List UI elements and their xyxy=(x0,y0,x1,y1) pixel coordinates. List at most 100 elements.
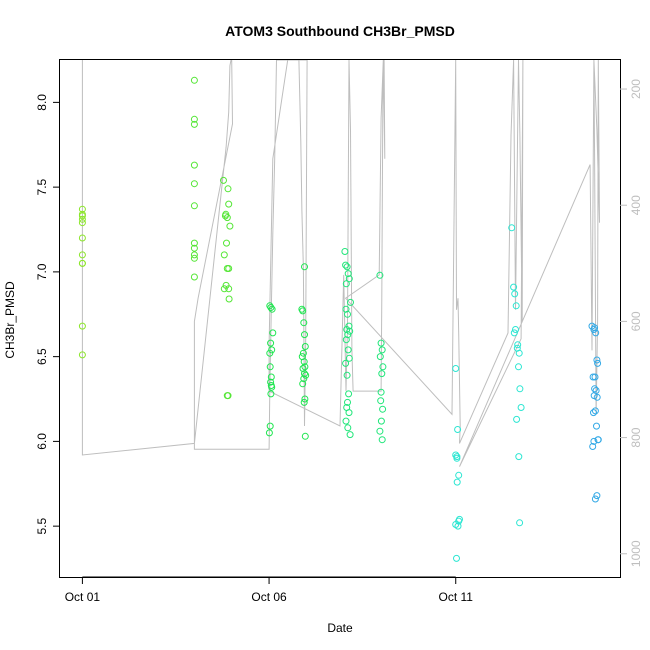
right-tick-label: 800 xyxy=(629,427,643,447)
data-point xyxy=(267,339,275,347)
data-point xyxy=(78,219,86,227)
data-point xyxy=(267,373,275,381)
data-point xyxy=(299,349,307,357)
data-point xyxy=(591,385,599,393)
x-tick-label: Oct 01 xyxy=(65,590,101,604)
data-point xyxy=(267,378,275,386)
data-point xyxy=(343,371,351,379)
series-1 xyxy=(78,205,86,359)
data-point xyxy=(345,275,353,283)
data-point xyxy=(342,305,350,313)
data-point xyxy=(300,375,308,383)
data-point xyxy=(591,373,599,381)
x-axis: Oct 01 Oct 06 Oct 11 xyxy=(65,576,473,604)
scatter-points-layer xyxy=(78,76,602,562)
data-point xyxy=(453,478,461,486)
data-point xyxy=(512,326,519,333)
data-point xyxy=(223,392,231,400)
data-point xyxy=(377,417,385,425)
series-4 xyxy=(341,248,387,444)
x-axis-label: Date xyxy=(327,621,353,635)
data-point xyxy=(190,115,198,123)
data-point xyxy=(516,519,524,527)
data-point xyxy=(342,336,350,344)
y-tick-label: 7.5 xyxy=(35,178,49,195)
y-tick-label: 8.0 xyxy=(35,94,49,111)
data-point xyxy=(510,283,518,291)
data-point xyxy=(302,371,310,379)
data-point xyxy=(593,393,601,401)
data-point xyxy=(190,251,198,259)
altitude-trace-layer xyxy=(81,59,600,467)
data-point xyxy=(301,363,309,371)
data-point xyxy=(378,436,386,444)
data-point xyxy=(589,373,597,381)
data-point xyxy=(594,436,602,444)
data-point xyxy=(225,295,233,303)
data-point xyxy=(376,271,384,279)
y-tick-label: 6.0 xyxy=(35,433,49,450)
data-point xyxy=(453,453,461,461)
data-point xyxy=(301,432,309,440)
series-2 xyxy=(190,76,234,400)
data-point xyxy=(299,380,307,388)
data-point xyxy=(341,248,349,255)
data-point xyxy=(267,390,275,398)
data-point xyxy=(344,398,351,406)
data-point xyxy=(515,363,522,371)
data-point xyxy=(377,397,385,405)
data-point xyxy=(590,437,598,445)
data-point xyxy=(452,451,460,459)
data-point xyxy=(454,426,462,433)
data-point xyxy=(346,327,354,335)
data-point xyxy=(512,302,520,310)
data-point xyxy=(517,404,525,411)
data-point xyxy=(514,341,522,349)
data-point xyxy=(301,395,309,403)
series-6 xyxy=(588,322,602,503)
data-point xyxy=(344,331,352,339)
data-point xyxy=(221,212,229,220)
data-point xyxy=(299,365,307,372)
y-tick-label: 5.5 xyxy=(35,517,49,534)
data-point xyxy=(378,346,386,354)
data-point xyxy=(300,358,308,366)
series-5 xyxy=(452,224,525,562)
data-point xyxy=(347,298,354,306)
altitude-trace-line xyxy=(81,59,600,467)
data-point xyxy=(346,431,354,439)
data-point xyxy=(593,492,601,500)
x-tick-label: Oct 06 xyxy=(251,590,287,604)
data-point xyxy=(379,363,387,371)
data-point xyxy=(220,285,228,293)
data-point xyxy=(190,76,198,84)
data-point xyxy=(593,422,600,430)
data-point xyxy=(226,222,234,230)
data-point xyxy=(225,200,233,208)
data-point xyxy=(513,415,521,423)
data-point xyxy=(190,239,198,247)
data-point xyxy=(266,422,274,430)
data-point xyxy=(455,471,463,479)
data-point xyxy=(190,180,198,188)
data-point xyxy=(78,259,86,267)
data-point xyxy=(590,409,597,417)
data-point xyxy=(593,356,601,364)
right-tick-label: 1000 xyxy=(629,540,643,567)
data-point xyxy=(342,417,350,425)
data-point xyxy=(220,176,227,184)
data-point xyxy=(78,351,86,359)
data-point xyxy=(376,427,384,435)
data-point xyxy=(301,331,308,339)
data-point xyxy=(223,265,231,272)
data-point xyxy=(78,205,86,213)
data-point xyxy=(342,359,350,367)
data-point xyxy=(267,382,275,389)
data-point xyxy=(342,280,350,288)
data-point xyxy=(344,424,352,432)
right-tick-label: 400 xyxy=(629,195,643,215)
data-point xyxy=(516,385,524,393)
data-point xyxy=(190,202,198,210)
data-point xyxy=(591,324,599,332)
y-tick-label: 6.5 xyxy=(35,348,49,365)
